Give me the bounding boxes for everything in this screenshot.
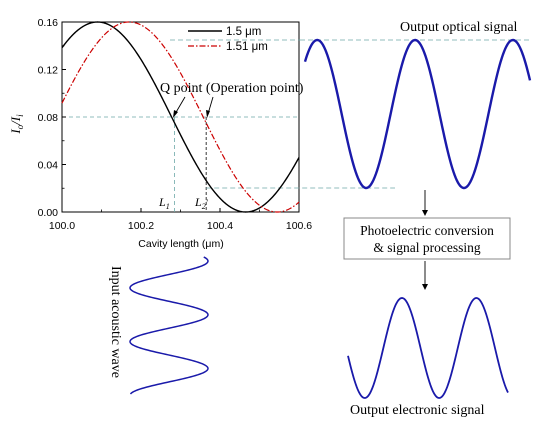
input-acoustic-wave [129,256,209,395]
y-tick-label-2: 0.08 [38,112,59,124]
l1-label: L1 [158,195,170,211]
x-tick-label-1: 100.2 [128,220,154,232]
output-electronic-label: Output electronic signal [350,403,485,418]
y-tick-label-0: 0.00 [38,207,59,219]
q-arrow-left-head [173,110,178,118]
legend: 1.5 μm 1.51 μm [188,26,268,53]
y-tick-label-3: 0.12 [38,65,59,77]
x-tick-label-0: 100.0 [49,220,75,232]
output-optical-wave [303,38,532,190]
arrow-to-electronic-head [422,284,428,290]
legend-label-1.5um: 1.5 μm [226,26,261,38]
x-tick-label-2: 100.4 [207,220,233,232]
input-acoustic-label: Input acoustic wave [108,266,123,378]
axis-ticks: 100.0 100.2 100.4 100.6 0.00 0.04 0.08 0.12 0.16 [38,17,313,232]
output-electronic-wave [347,297,509,399]
legend-label-1.51um: 1.51 μm [226,41,268,53]
processing-line2: & signal processing [373,240,480,255]
q-point-label: Q point (Operation point) [160,81,304,96]
y-tick-label-1: 0.04 [38,160,59,172]
q-arrow-right-head [206,110,210,118]
output-optical-label: Output optical signal [400,20,518,35]
arrow-to-processing-head [422,210,428,216]
l2-label: L2' [194,195,209,211]
y-tick-label-4: 0.16 [38,17,59,29]
processing-box [343,217,511,260]
series-1.51um-line [61,21,300,213]
x-tick-label-3: 100.6 [286,220,312,232]
x-axis-label: Cavity length (μm) [138,238,223,250]
series-1.5um-line [61,21,300,213]
y-axis-label: Io/Ii [8,114,25,135]
processing-line1: Photoelectric conversion [360,223,494,238]
q-arrow-left-line [174,96,186,115]
